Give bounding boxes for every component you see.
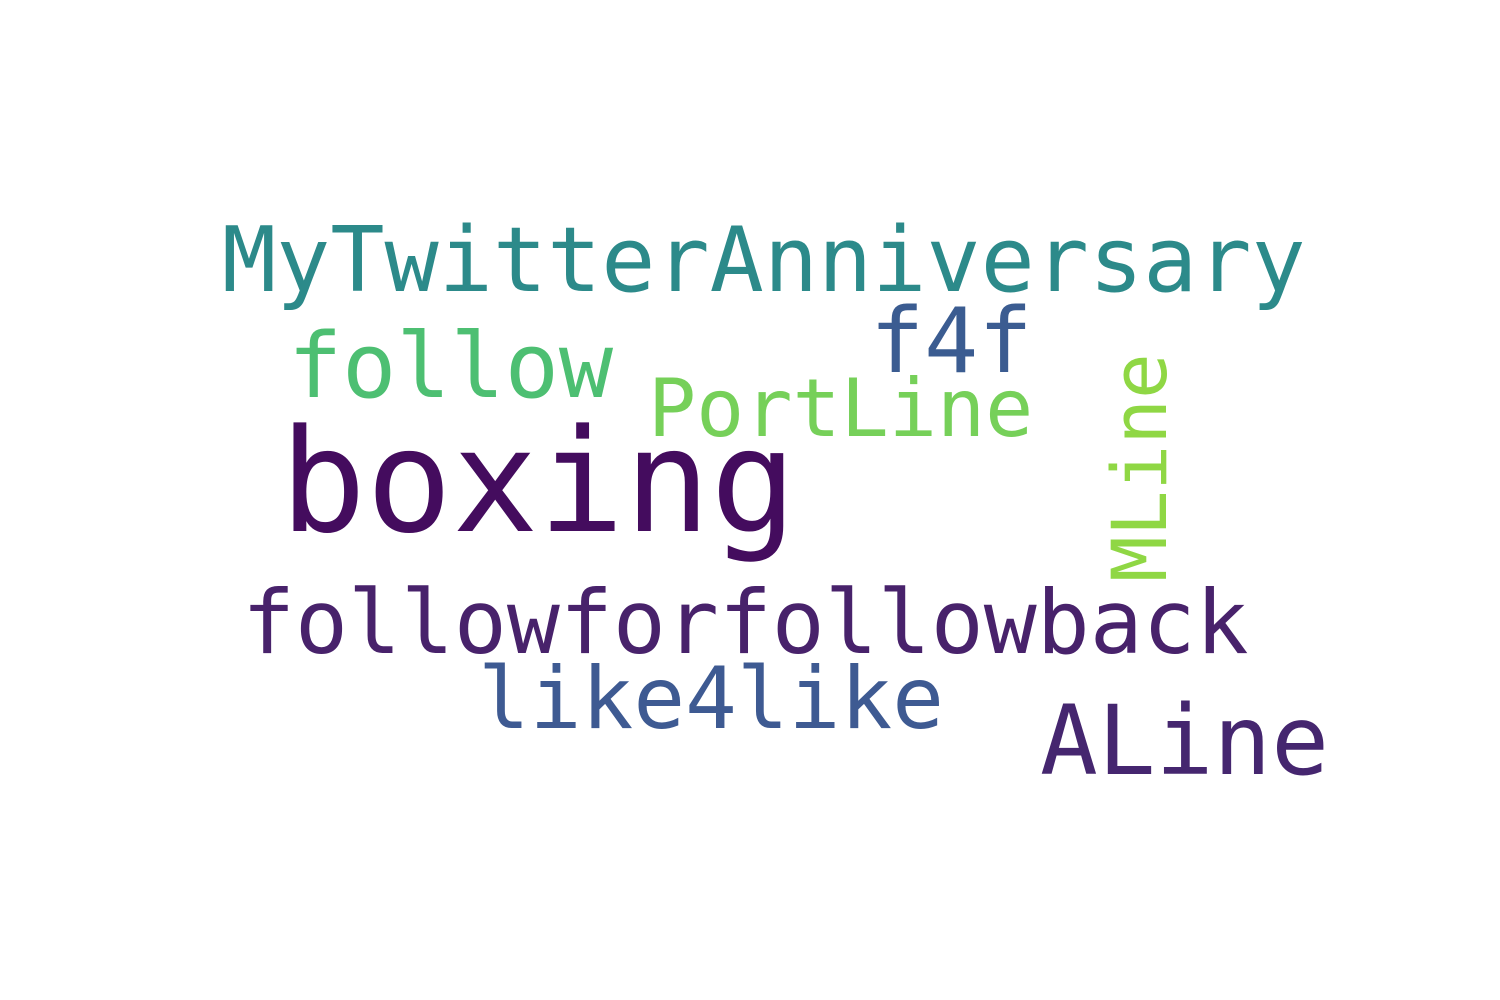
word-mline: MLine	[1095, 353, 1184, 582]
word-like4like: like4like	[478, 649, 944, 749]
word-mytwitteranniversary: MyTwitterAnniversary	[222, 208, 1306, 313]
word-portline: PortLine	[648, 362, 1034, 455]
word-followforfollowback: followforfollowback	[242, 571, 1249, 674]
word-boxing: boxing	[280, 398, 797, 565]
word-follow: follow	[288, 314, 614, 419]
word-aline: ALine	[1040, 685, 1329, 797]
word-f4f: f4f	[870, 289, 1033, 394]
